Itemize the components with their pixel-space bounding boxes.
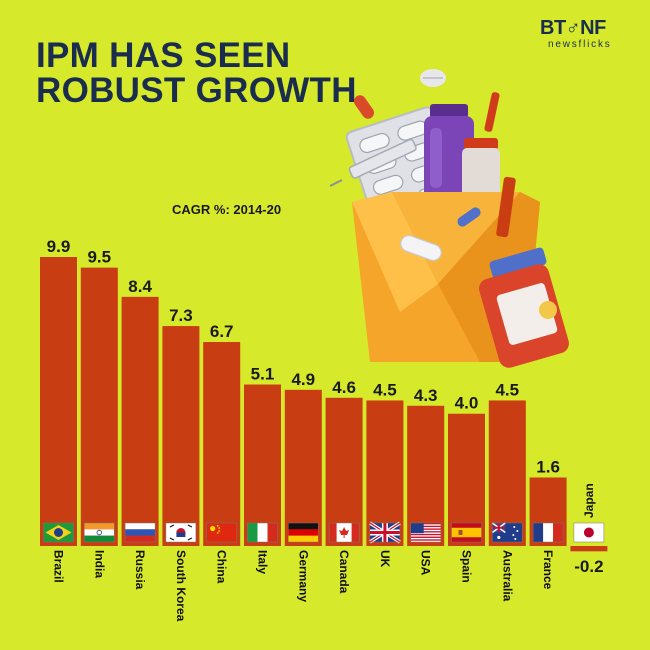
bar-australia xyxy=(488,400,526,546)
capsule-blue-icon xyxy=(457,207,481,227)
germany-flag-icon xyxy=(288,522,319,543)
bar-canada xyxy=(325,397,363,546)
category-label-italy: Italy xyxy=(256,550,270,574)
page-title: IPM HAS SEEN ROBUST GROWTH xyxy=(36,38,357,108)
value-label-germany: 4.9 xyxy=(291,370,315,389)
bar-south-korea xyxy=(162,326,200,546)
value-label-south-korea: 7.3 xyxy=(169,306,193,325)
value-label-uk: 4.5 xyxy=(373,380,397,399)
bar-japan xyxy=(570,546,608,552)
value-label-brazil: 9.9 xyxy=(47,237,71,256)
value-label-italy: 5.1 xyxy=(251,365,275,384)
russia-flag-icon xyxy=(124,522,156,543)
category-label-australia: Australia xyxy=(500,550,514,602)
bar-usa xyxy=(407,405,445,546)
logo-main-text: BT♂NF xyxy=(540,17,606,39)
category-label-uk: UK xyxy=(378,550,392,568)
usa-flag-icon xyxy=(410,522,441,543)
japan-flag-icon xyxy=(573,522,605,543)
india-flag-icon xyxy=(84,522,115,543)
value-label-canada: 4.6 xyxy=(332,378,356,397)
category-label-usa: USA xyxy=(419,550,433,576)
canada-flag-icon xyxy=(328,522,360,543)
logo-sub-text: newsflicks xyxy=(548,39,612,50)
bar-china xyxy=(203,342,241,546)
tablet-icon xyxy=(400,234,442,262)
category-label-canada: Canada xyxy=(337,550,351,594)
uk-flag-icon xyxy=(368,521,401,544)
capsule-icon xyxy=(353,95,375,119)
value-label-india: 9.5 xyxy=(87,248,111,267)
red-bottle-icon xyxy=(479,247,569,368)
bar-india xyxy=(80,267,118,546)
italy-flag-icon xyxy=(247,522,278,543)
bar-russia xyxy=(121,296,159,546)
value-label-japan: -0.2 xyxy=(574,557,603,576)
syringe-icon xyxy=(330,138,417,187)
title-line-1: IPM HAS SEEN xyxy=(36,36,291,75)
purple-bottle-icon xyxy=(424,104,474,202)
category-label-brazil: Brazil xyxy=(52,550,66,583)
bar-brazil xyxy=(40,257,77,546)
category-label-india: India xyxy=(92,550,106,578)
china-flag-icon xyxy=(206,522,237,543)
australia-flag-icon xyxy=(491,522,523,543)
category-label-china: China xyxy=(215,550,229,584)
brand-logo: BT♂NF newsflicks xyxy=(540,17,630,57)
value-label-russia: 8.4 xyxy=(128,277,152,296)
value-label-china: 6.7 xyxy=(210,322,234,341)
bar-germany xyxy=(284,389,322,546)
south-korea-flag-icon xyxy=(165,522,197,543)
title-line-2: ROBUST GROWTH xyxy=(36,71,357,110)
medicine-bag-illustration xyxy=(330,69,569,368)
category-label-france: France xyxy=(541,550,555,590)
spain-flag-icon xyxy=(451,522,482,543)
brazil-flag-icon xyxy=(43,522,74,543)
category-label-germany: Germany xyxy=(296,550,310,602)
dropper-bottle-icon xyxy=(462,92,500,198)
category-label-russia: Russia xyxy=(133,550,147,590)
value-label-usa: 4.3 xyxy=(414,386,438,405)
value-label-spain: 4.0 xyxy=(455,394,479,413)
value-label-france: 1.6 xyxy=(536,457,560,476)
chart-subtitle: CAGR %: 2014-20 xyxy=(172,202,282,217)
value-label-australia: 4.5 xyxy=(495,380,519,399)
category-label-south-korea: South Korea xyxy=(174,550,188,622)
france-flag-icon xyxy=(532,522,564,543)
bar-uk xyxy=(366,400,404,546)
pill-icon xyxy=(420,69,446,87)
category-label-spain: Spain xyxy=(460,550,474,583)
bar-italy xyxy=(244,384,281,546)
category-label-japan: Japan xyxy=(582,483,596,518)
